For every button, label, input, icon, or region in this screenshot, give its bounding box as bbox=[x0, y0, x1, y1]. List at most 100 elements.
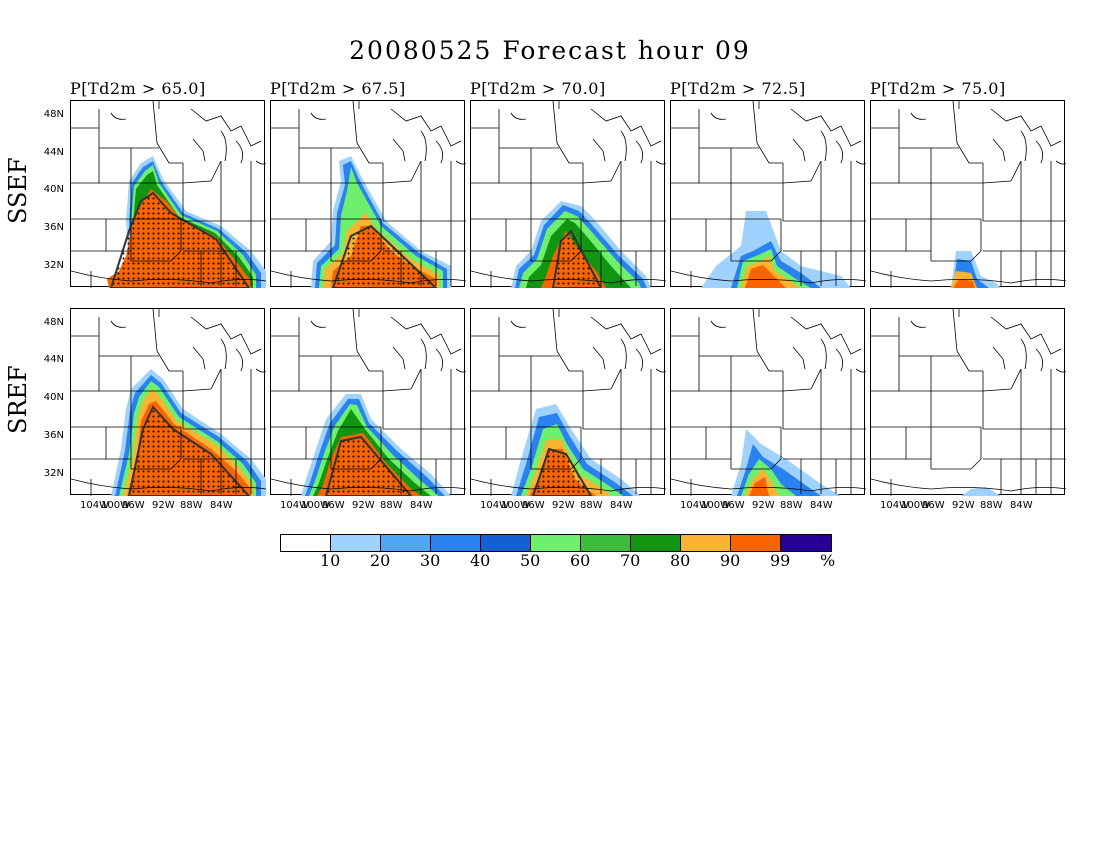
colorbar-label: 40 bbox=[470, 551, 491, 570]
probability-contour-p90 bbox=[745, 265, 786, 288]
state-boundary bbox=[982, 180, 1012, 184]
state-boundary bbox=[410, 160, 422, 182]
state-boundary bbox=[710, 112, 727, 120]
state-boundary bbox=[705, 219, 731, 252]
state-boundary bbox=[420, 338, 427, 370]
state-boundary bbox=[235, 348, 244, 372]
colorbar-label: 80 bbox=[670, 551, 691, 570]
state-boundary bbox=[455, 160, 466, 165]
state-boundary bbox=[710, 320, 727, 328]
state-boundary bbox=[505, 219, 531, 252]
state-boundary bbox=[790, 316, 862, 355]
observed-region-stipple bbox=[324, 435, 413, 496]
state-boundary bbox=[110, 112, 127, 120]
lon-label: 104W bbox=[480, 500, 509, 511]
state-boundary bbox=[182, 180, 212, 184]
state-boundary bbox=[170, 250, 182, 262]
state-boundary bbox=[770, 458, 782, 470]
state-boundary bbox=[671, 148, 700, 184]
observed-region-stipple bbox=[127, 405, 251, 496]
state-boundary bbox=[1035, 140, 1044, 164]
colorbar-label: % bbox=[820, 551, 836, 570]
colorbar-swatch bbox=[381, 535, 431, 551]
map-panel-ssef-2 bbox=[270, 100, 466, 288]
state-boundary bbox=[982, 388, 1012, 392]
state-boundary bbox=[970, 250, 982, 262]
state-boundary bbox=[71, 335, 131, 357]
lon-label: 88W bbox=[180, 500, 203, 511]
colorbar-swatch bbox=[781, 535, 831, 551]
colorbar-label: 50 bbox=[520, 551, 541, 570]
state-boundary bbox=[170, 458, 182, 470]
observed-region-stipple bbox=[331, 224, 438, 288]
state-boundary bbox=[671, 335, 731, 357]
state-boundary bbox=[210, 368, 222, 390]
state-boundary bbox=[352, 309, 358, 352]
state-boundary bbox=[435, 140, 444, 164]
state-boundary bbox=[671, 356, 700, 392]
state-boundary bbox=[810, 368, 822, 390]
row-label-ssef: SSEF bbox=[4, 157, 32, 224]
colorbar-label: 10 bbox=[320, 551, 341, 570]
state-boundary bbox=[110, 320, 127, 328]
lat-label: 32N bbox=[43, 468, 64, 479]
state-boundary bbox=[71, 478, 266, 492]
lon-label: 88W bbox=[580, 500, 603, 511]
column-title-3: P[Td2m > 70.0] bbox=[470, 79, 606, 98]
probability-contour-p90 bbox=[953, 279, 975, 288]
state-boundary bbox=[420, 130, 427, 162]
lon-label: 100W bbox=[101, 500, 130, 511]
lon-label: 104W bbox=[680, 500, 709, 511]
state-boundary bbox=[510, 320, 527, 328]
lon-label: 96W bbox=[922, 500, 945, 511]
state-boundary bbox=[220, 338, 227, 370]
state-boundary bbox=[390, 108, 462, 147]
state-boundary bbox=[71, 270, 266, 284]
state-boundary bbox=[582, 180, 612, 184]
state-boundary bbox=[310, 112, 327, 120]
state-boundary bbox=[152, 101, 158, 144]
state-boundary bbox=[635, 348, 644, 372]
state-boundary bbox=[471, 356, 500, 392]
state-boundary bbox=[370, 458, 382, 470]
state-boundary bbox=[570, 458, 582, 470]
state-boundary bbox=[782, 388, 812, 392]
state-boundary bbox=[956, 142, 983, 164]
state-boundary bbox=[410, 368, 422, 390]
state-boundary bbox=[552, 309, 558, 352]
observed-region-stipple bbox=[551, 229, 603, 288]
state-boundary bbox=[582, 388, 612, 392]
state-boundary bbox=[190, 108, 262, 147]
column-title-4: P[Td2m > 72.5] bbox=[670, 79, 806, 98]
map-svg bbox=[671, 309, 866, 496]
state-boundary bbox=[390, 316, 462, 355]
state-boundary bbox=[190, 316, 262, 355]
colorbar-swatch bbox=[531, 535, 581, 551]
state-boundary bbox=[952, 101, 958, 144]
colorbar-swatch bbox=[281, 535, 331, 551]
state-boundary bbox=[271, 270, 466, 284]
colorbar-swatch bbox=[431, 535, 481, 551]
state-boundary bbox=[1020, 338, 1027, 370]
map-svg bbox=[71, 309, 266, 496]
column-title-1: P[Td2m > 65.0] bbox=[70, 79, 206, 98]
column-title-2: P[Td2m > 67.5] bbox=[270, 79, 406, 98]
state-boundary bbox=[1020, 130, 1027, 162]
state-boundary bbox=[871, 335, 931, 357]
state-boundary bbox=[871, 127, 931, 149]
state-boundary bbox=[471, 478, 666, 492]
state-boundary bbox=[671, 270, 866, 284]
state-boundary bbox=[471, 127, 531, 149]
colorbar-label: 60 bbox=[570, 551, 591, 570]
map-svg bbox=[871, 309, 1066, 496]
state-boundary bbox=[655, 368, 666, 373]
lat-label: 48N bbox=[43, 109, 64, 120]
state-boundary bbox=[71, 356, 100, 392]
state-boundary bbox=[770, 250, 782, 262]
lat-label: 44N bbox=[43, 147, 64, 158]
colorbar-label: 30 bbox=[420, 551, 441, 570]
map-panel-sref-5 bbox=[870, 308, 1066, 496]
lat-label: 36N bbox=[43, 430, 64, 441]
colorbar-label: 90 bbox=[720, 551, 741, 570]
lon-label: 104W bbox=[80, 500, 109, 511]
